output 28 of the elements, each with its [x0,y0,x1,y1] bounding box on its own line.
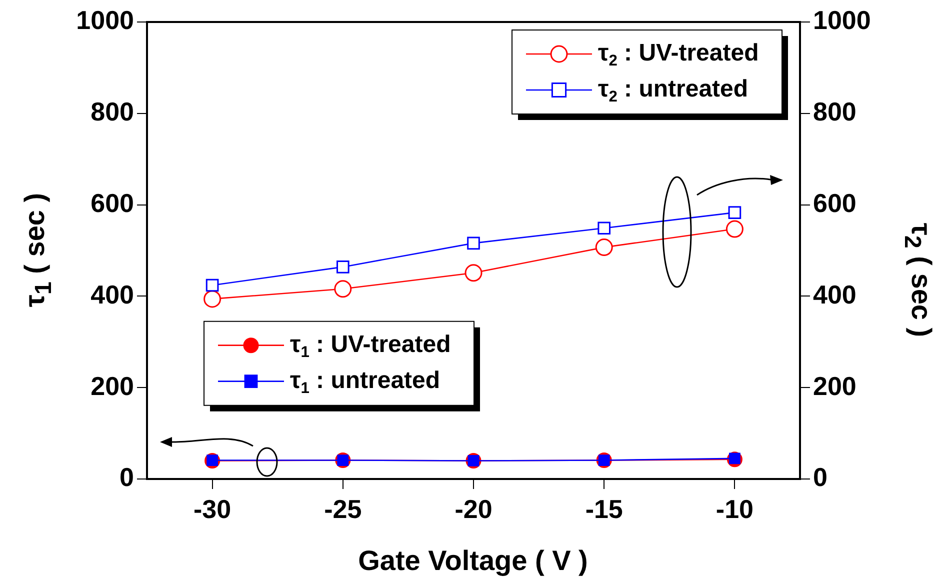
y-tick-label: 800 [90,96,134,127]
point [464,264,482,282]
x-tick-label: -15 [585,494,623,524]
x-axis-title: Gate Voltage ( V ) [358,545,588,577]
y2-tick-label: 800 [813,96,856,127]
point [728,206,742,219]
point [726,220,744,238]
point [336,260,350,274]
point [595,238,613,256]
point [598,222,611,235]
x-tick-label: -25 [324,494,362,524]
y-tick-label: 0 [120,462,134,492]
x-tick-label: -10 [716,494,754,524]
x-tick-label: -30 [194,494,232,524]
point [334,280,352,298]
y2-tick-label: 1000 [813,5,871,36]
y2-tick-label: 200 [813,370,856,401]
y2-tick-label: 0 [813,462,828,492]
y2-tick-label: 600 [813,188,856,218]
y2-tick-label: 400 [813,279,856,310]
point [206,278,219,292]
y-tick-label: 200 [90,370,134,401]
y-tick-label: 1000 [76,5,134,36]
y-tick-label: 600 [90,188,134,218]
x-tick-label: -20 [454,494,492,524]
y-tick-label: 400 [90,279,134,310]
point [467,236,480,250]
point [204,290,222,308]
